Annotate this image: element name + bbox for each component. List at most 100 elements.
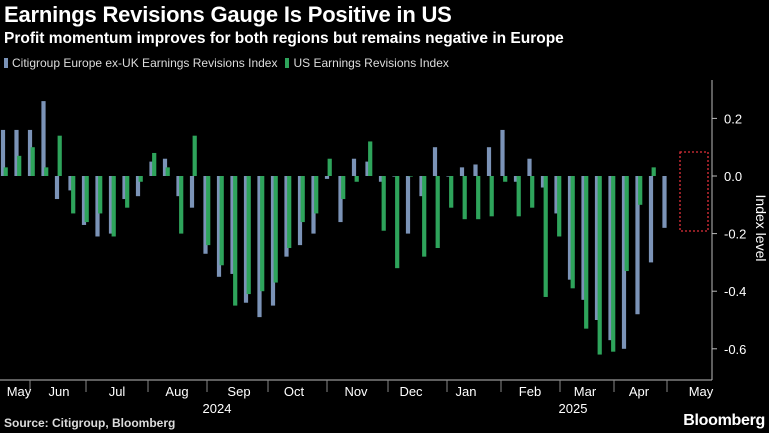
us-bar — [273, 176, 278, 283]
europe-bar — [189, 176, 195, 208]
us-bar — [354, 176, 359, 182]
us-bar — [125, 176, 130, 208]
europe-bar — [297, 176, 303, 246]
x-year-label: 2025 — [559, 401, 588, 416]
europe-bar — [392, 176, 397, 177]
us-bar — [530, 176, 535, 208]
europe-bar — [459, 167, 465, 176]
europe-bar — [527, 158, 532, 176]
europe-bar — [27, 129, 33, 176]
x-tick-label: Apr — [629, 384, 650, 399]
x-tick-label: Jan — [456, 384, 477, 399]
us-bar — [3, 167, 8, 176]
europe-bar — [230, 176, 235, 274]
axes — [0, 80, 717, 392]
us-bar — [422, 176, 427, 257]
y-tick-label: -0.4 — [724, 284, 746, 299]
us-bar — [314, 176, 319, 214]
us-bar — [435, 176, 440, 248]
europe-bar — [473, 164, 478, 176]
x-year-label: 2024 — [203, 401, 232, 416]
us-bar — [489, 176, 494, 217]
us-bar — [408, 176, 413, 177]
europe-bar — [14, 129, 19, 176]
europe-bar — [203, 176, 208, 254]
us-series — [3, 135, 656, 355]
y-tick-label: -0.2 — [724, 227, 746, 242]
legend-swatch-europe — [4, 58, 8, 68]
us-bar — [57, 135, 62, 176]
us-bar — [368, 141, 373, 176]
x-tick-label: Jun — [49, 384, 70, 399]
y-tick-label: 0.0 — [724, 169, 742, 184]
us-bar — [584, 176, 589, 329]
x-tick-label: Aug — [165, 384, 188, 399]
y-axis-title: Index level — [753, 195, 769, 262]
legend: Citigroup Europe ex-UK Earnings Revision… — [4, 56, 457, 70]
chart-title: Earnings Revisions Gauge Is Positive in … — [4, 2, 452, 27]
europe-bar — [54, 176, 60, 200]
europe-bar — [41, 101, 46, 176]
europe-bar — [662, 176, 667, 228]
us-bar — [638, 176, 643, 205]
europe-bar — [108, 176, 114, 234]
us-bar — [206, 176, 211, 246]
us-bar — [44, 167, 49, 176]
europe-bar — [284, 176, 289, 257]
europe-bar — [81, 176, 87, 225]
x-tick-label: Dec — [399, 384, 423, 399]
europe-bar — [243, 176, 249, 303]
europe-bar — [270, 176, 276, 306]
europe-bar — [635, 176, 640, 315]
highlight-box — [679, 151, 709, 232]
us-bar — [30, 147, 35, 176]
us-bar — [98, 176, 103, 214]
europe-bar — [122, 176, 127, 200]
legend-item-europe: Citigroup Europe ex-UK Earnings Revision… — [4, 56, 277, 70]
source-note: Source: Citigroup, Bloomberg — [4, 416, 176, 430]
europe-bar — [648, 176, 654, 263]
europe-bar — [338, 176, 343, 223]
us-bar — [300, 176, 305, 223]
europe-bar — [351, 158, 357, 176]
europe-bar — [0, 129, 6, 176]
europe-bar — [594, 176, 600, 320]
europe-bar — [135, 176, 141, 197]
europe-bar — [446, 176, 451, 177]
legend-swatch-us — [285, 58, 290, 68]
us-bar — [192, 135, 197, 176]
chart-subtitle: Profit momentum improves for both region… — [4, 30, 564, 47]
x-tick-label: Oct — [284, 384, 305, 399]
us-bar — [395, 176, 400, 269]
us-bar — [624, 176, 629, 272]
us-bar — [260, 176, 265, 292]
us-bar — [138, 176, 143, 182]
us-bar — [570, 176, 575, 289]
x-tick-label: May — [689, 384, 714, 399]
europe-bar — [176, 176, 181, 197]
us-bar — [381, 176, 386, 231]
y-tick-label: -0.6 — [724, 342, 746, 357]
europe-series — [0, 101, 667, 349]
us-bar — [152, 152, 157, 176]
europe-bar — [365, 161, 370, 176]
europe-bar — [567, 176, 573, 280]
us-bar — [611, 176, 616, 352]
us-bar — [327, 158, 332, 176]
us-bar — [179, 176, 184, 234]
europe-bar — [405, 176, 411, 234]
legend-label-us: US Earnings Revisions Index — [293, 56, 449, 70]
europe-bar — [162, 158, 168, 176]
us-bar — [597, 176, 602, 355]
x-tick-label: Feb — [519, 384, 541, 399]
europe-bar — [149, 161, 154, 176]
europe-bar — [378, 176, 384, 182]
x-tick-label: Jul — [109, 384, 126, 399]
europe-bar — [68, 176, 73, 191]
us-bar — [476, 176, 481, 220]
us-bar — [165, 167, 170, 176]
europe-bar — [621, 176, 627, 349]
legend-label-europe: Citigroup Europe ex-UK Earnings Revision… — [12, 56, 278, 70]
europe-bar — [95, 176, 100, 237]
